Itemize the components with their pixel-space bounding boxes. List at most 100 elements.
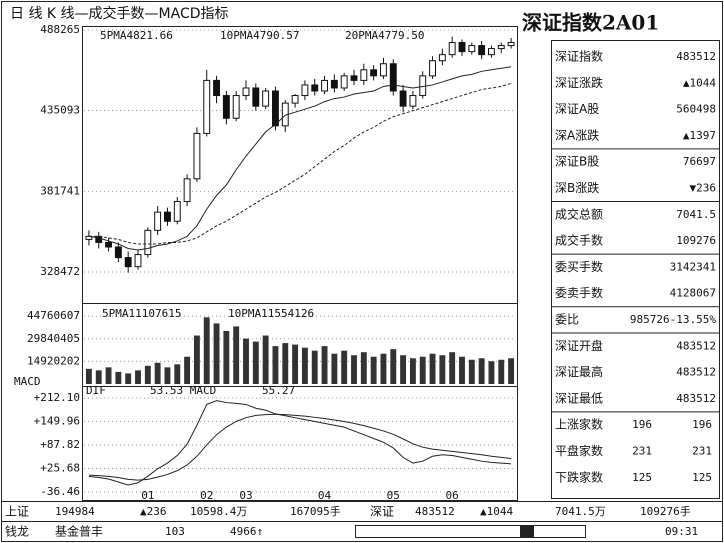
- volume-bar: [292, 344, 299, 384]
- quote-value: ▼236: [690, 182, 717, 195]
- quote-label: 成交手数: [555, 233, 603, 248]
- volume-bar: [468, 359, 475, 384]
- quote-label: 深B涨跌: [555, 180, 599, 195]
- x-tick-label: 02: [200, 489, 213, 502]
- x-tick-label: 01: [141, 489, 154, 502]
- annotation: DIF: [86, 384, 106, 397]
- annotation: 20PMA4779.50: [345, 29, 424, 42]
- candle-body: [478, 45, 486, 56]
- status-item: 4966↑: [230, 525, 263, 538]
- quote-label: 平盘家数: [555, 443, 603, 458]
- ticker-item: 483512: [415, 505, 455, 518]
- progress-fill: [520, 526, 534, 537]
- ticker-item: 深证: [370, 505, 394, 519]
- volume-bar: [233, 326, 240, 384]
- candle-body: [399, 90, 407, 107]
- chart-title: 日 线 K 线—成交手数—MACD指标: [10, 5, 229, 22]
- candle-body: [438, 54, 446, 62]
- volume-bar: [125, 373, 132, 384]
- quote-label: 深证最低: [555, 391, 603, 405]
- candle-body: [252, 87, 260, 107]
- ticker-item: 上证: [5, 505, 29, 519]
- quote-value: 3142341: [670, 260, 716, 273]
- quote-value: 483512: [676, 366, 716, 379]
- panel-title: 深证指数2A01: [522, 11, 659, 35]
- quote-value: 125: [632, 471, 652, 484]
- y-tick-label: 29840405: [27, 332, 80, 345]
- volume-bar: [184, 356, 191, 384]
- candle-body: [497, 45, 505, 50]
- volume-bar: [380, 353, 387, 384]
- quote-value: 985726-13.55%: [630, 313, 716, 326]
- volume-bar: [174, 364, 181, 384]
- volume-bar: [459, 356, 465, 384]
- quote-label: 深证指数: [555, 49, 603, 64]
- ticker-item: 7041.5万: [555, 505, 606, 518]
- volume-bar: [390, 349, 397, 384]
- quote-value: 4128067: [670, 287, 716, 300]
- quote-label: 委比: [555, 313, 579, 327]
- x-tick-label: 03: [239, 489, 252, 502]
- candle-body: [340, 75, 348, 89]
- volume-bar: [341, 350, 348, 384]
- candle-body: [409, 95, 417, 107]
- y-tick-label: 328472: [40, 265, 80, 278]
- volume-bar: [164, 367, 171, 384]
- volume-bar: [193, 335, 200, 384]
- volume-bar: [478, 358, 485, 384]
- volume-bar: [360, 352, 367, 384]
- y-tick-label: 435093: [40, 104, 80, 117]
- quote-value: 483512: [676, 50, 716, 63]
- ma-line: [88, 82, 512, 245]
- quote-value: 196: [692, 418, 712, 431]
- quote-value: 560498: [676, 103, 716, 116]
- ticker-item: 194984: [55, 505, 95, 518]
- candle-body: [164, 211, 171, 222]
- x-tick-label: 04: [318, 489, 332, 502]
- status-item: 103: [165, 525, 185, 538]
- progress-box: [355, 525, 586, 538]
- candle-body: [429, 60, 436, 77]
- volume-bar: [154, 362, 161, 384]
- volume-bar: [301, 347, 308, 384]
- y-tick-label: 488265: [40, 23, 80, 36]
- quote-value: 76697: [683, 155, 716, 168]
- candle-body: [448, 42, 456, 56]
- quote-label: 深证B股: [555, 155, 599, 169]
- y-tick-label: +25.68: [40, 461, 80, 474]
- volume-bar: [262, 335, 269, 384]
- quote-label: 深证最高: [555, 364, 603, 379]
- volume-bar: [351, 355, 357, 384]
- candle-body: [262, 90, 270, 107]
- candle-body: [507, 42, 515, 47]
- volume-bar: [223, 330, 230, 384]
- candle-body: [222, 95, 230, 119]
- quote-label: 深A涨跌: [555, 127, 599, 142]
- candle-body: [321, 79, 328, 92]
- quote-label: 成交总额: [555, 206, 603, 221]
- volume-bar: [105, 367, 112, 384]
- volume-bar: [203, 317, 210, 384]
- annotation: 53.53 MACD: [150, 384, 216, 397]
- volume-bar: [331, 353, 338, 384]
- y-tick-label: +212.10: [34, 391, 80, 404]
- quote-value: 7041.5: [676, 208, 716, 221]
- quote-value: ▲1044: [683, 76, 716, 89]
- volume-bar: [321, 346, 328, 384]
- candle-body: [183, 178, 191, 203]
- volume-bar: [370, 356, 377, 384]
- annotation: 5PMA4821.66: [100, 29, 173, 42]
- candle-body: [291, 95, 299, 104]
- candle-body: [488, 48, 495, 56]
- candle-body: [154, 211, 162, 231]
- candle-body: [389, 63, 397, 92]
- volume-bar: [409, 358, 416, 384]
- quote-value: 109276: [676, 234, 716, 247]
- status-item: 钱龙: [5, 524, 29, 539]
- volume-bar: [508, 358, 515, 384]
- volume-bar: [252, 341, 259, 384]
- quote-label: 上涨家数: [555, 417, 603, 432]
- plot-frame: [82, 26, 518, 501]
- volume-bar: [311, 350, 318, 384]
- ticker-item: ▲1044: [480, 505, 513, 518]
